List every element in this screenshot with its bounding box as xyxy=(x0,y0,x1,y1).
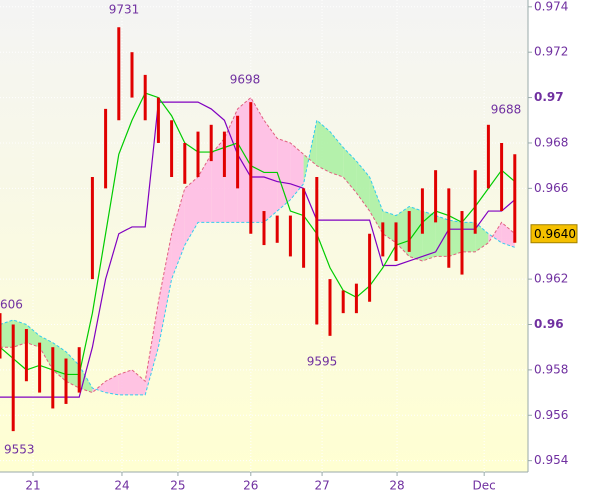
x-tick-label: 27 xyxy=(314,479,329,493)
cloud-segment xyxy=(237,97,251,223)
cloud-segment xyxy=(382,211,396,243)
y-tick-label: 0.956 xyxy=(534,408,568,422)
y-tick-label: 0.972 xyxy=(534,45,568,59)
price-tag-label: 0.9640 xyxy=(534,227,576,241)
axis-area xyxy=(528,0,600,497)
annotation: 9731 xyxy=(109,3,140,17)
y-tick-label: 0.97 xyxy=(534,90,564,104)
cloud-segment xyxy=(330,131,344,177)
cloud-segment xyxy=(198,154,212,223)
y-tick-label: 0.958 xyxy=(534,362,568,376)
y-tick-label: 0.968 xyxy=(534,135,568,149)
x-tick-label: 26 xyxy=(243,479,258,493)
annotation: 9553 xyxy=(4,443,35,457)
cloud-segment xyxy=(250,97,264,223)
annotation: 606 xyxy=(0,298,23,312)
cloud-segment xyxy=(316,120,330,173)
cloud-segment xyxy=(435,215,449,257)
tenkan-line xyxy=(0,92,516,376)
kijun-line xyxy=(0,101,516,398)
cloud-segment xyxy=(264,120,278,223)
x-tick-label: 25 xyxy=(170,479,185,493)
y-tick-label: 0.962 xyxy=(534,272,568,286)
cloud-segment xyxy=(26,324,40,348)
cloud-segment xyxy=(224,108,238,223)
cloud-segment xyxy=(369,177,383,234)
annotation: 9698 xyxy=(230,73,261,87)
cloud-segment xyxy=(39,335,53,370)
cloud-segment xyxy=(211,138,225,223)
cloud-segment xyxy=(132,369,146,395)
cloud-segment xyxy=(13,319,27,348)
cloud-segment xyxy=(448,220,462,257)
cloud-segment xyxy=(66,351,80,389)
span-a xyxy=(0,119,515,396)
cloud-segment xyxy=(422,211,436,261)
y-tick-label: 0.966 xyxy=(534,181,568,195)
x-tick-label: 21 xyxy=(25,479,40,493)
x-tick-label: Dec xyxy=(473,479,496,493)
cloud-segment xyxy=(277,138,291,212)
x-tick-label: 24 xyxy=(114,479,129,493)
cloud-segment xyxy=(0,319,14,348)
x-tick-label: 28 xyxy=(389,479,404,493)
cloud-segment xyxy=(118,369,132,395)
cloud-segment xyxy=(343,147,357,193)
annotation: 9595 xyxy=(307,355,338,369)
cloud-segment xyxy=(462,222,476,252)
y-tick-label: 0.96 xyxy=(534,317,564,331)
price-tag xyxy=(530,224,578,244)
cloud-segment xyxy=(171,188,185,280)
cloud-segment xyxy=(409,206,423,261)
cloud-segment xyxy=(145,301,159,395)
y-tick-label: 0.974 xyxy=(534,0,568,13)
cloud-segment xyxy=(105,374,119,395)
cloud-segment xyxy=(158,233,172,348)
span-b xyxy=(0,96,516,394)
annotation: 9688 xyxy=(491,103,522,117)
cloud-segment xyxy=(501,222,515,248)
cloud-segment xyxy=(475,222,489,252)
y-tick-label: 0.954 xyxy=(534,453,568,467)
